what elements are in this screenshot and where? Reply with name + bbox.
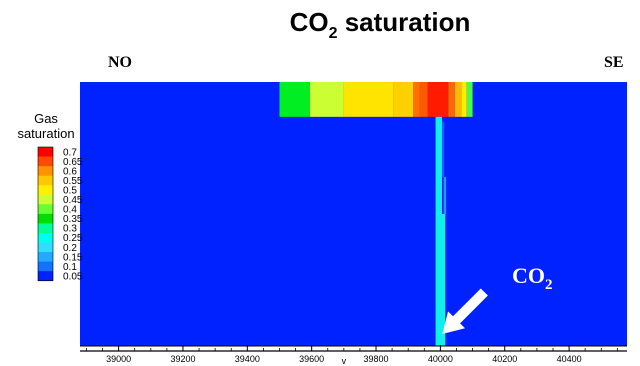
legend-swatch-0.2: [38, 242, 53, 253]
legend-label-0.1: 0.1: [63, 262, 77, 273]
co2-annotation: CO2: [442, 263, 553, 334]
x-axis-ticks: 39000 39200 39400 39600 39800 40000 40200 40400: [86, 345, 618, 364]
legend-label-0.4: 0.4: [63, 205, 77, 216]
direction-label-no: NO: [108, 54, 132, 71]
x-tick-label-39200: 39200: [170, 354, 195, 364]
legend-title-line1: Gas: [34, 111, 58, 126]
legend-label-0.7: 0.7: [63, 147, 77, 158]
x-tick-label-39400: 39400: [235, 354, 260, 364]
legend-label-0.35: 0.35: [63, 214, 83, 225]
x-tick-label-39000: 39000: [106, 354, 131, 364]
saturation-cell-13: [443, 177, 447, 214]
legend-frame: [37, 146, 54, 281]
legend-swatch-0.15: [38, 252, 53, 262]
x-tick-label-39800: 39800: [364, 354, 389, 364]
co2-annotation-label: CO2: [512, 263, 553, 293]
x-tick-label-40000: 40000: [428, 354, 453, 364]
legend-swatch-0.25: [38, 232, 53, 243]
saturation-cell-9: [461, 82, 467, 117]
x-axis: 39000 39200 39400 39600 39800 40000 40200 40400…: [80, 345, 627, 366]
legend-label-0.45: 0.45: [63, 195, 83, 206]
co2-arrow: [442, 288, 488, 334]
legend-label-0.6: 0.6: [63, 166, 77, 177]
legend-swatch-0.05: [38, 271, 53, 282]
legend-swatch-0.45: [38, 194, 53, 205]
saturation-cell-12: [441, 214, 446, 346]
saturation-cell-11: [435, 116, 442, 347]
legend-swatch-0.6: [38, 166, 53, 177]
saturation-cell-3: [393, 82, 414, 117]
saturation-cell-8: [454, 82, 462, 117]
legend-swatch-0.65: [38, 156, 53, 167]
legend-label-0.3: 0.3: [63, 224, 77, 235]
legend-swatch-0.35: [38, 213, 53, 224]
saturation-cell-4: [413, 82, 420, 117]
saturation-cells: [279, 82, 473, 347]
saturation-field: [80, 82, 627, 347]
saturation-cell-2: [343, 82, 394, 117]
legend-swatch-0.7: [38, 147, 53, 157]
saturation-cell-10: [466, 82, 473, 117]
legend-label-0.15: 0.15: [63, 252, 83, 263]
legend-swatches: 0.70.650.60.550.50.450.40.350.30.250.20.…: [37, 146, 83, 282]
legend-swatch-0.3: [38, 223, 53, 234]
legend-swatch-0.4: [38, 204, 53, 215]
legend-label-0.5: 0.5: [63, 185, 77, 196]
saturation-cell-0: [279, 82, 311, 117]
saturation-cell-5: [419, 82, 428, 117]
saturation-cell-7: [448, 82, 455, 117]
chart-title: CO2 saturation: [290, 7, 471, 42]
color-legend: Gas saturation 0.70.650.60.550.50.450.40…: [17, 111, 82, 282]
legend-label-0.65: 0.65: [63, 157, 83, 168]
legend-label-0.25: 0.25: [63, 233, 83, 244]
legend-label-0.05: 0.05: [63, 271, 83, 282]
legend-swatch-0.55: [38, 175, 53, 186]
legend-label-0.2: 0.2: [63, 243, 77, 254]
legend-title-line2: saturation: [17, 126, 74, 141]
saturation-cell-6: [427, 82, 449, 117]
x-axis-mark: v: [342, 356, 347, 366]
saturation-cell-14: [441, 121, 445, 178]
x-tick-label-40400: 40400: [557, 354, 582, 364]
direction-label-se: SE: [604, 54, 624, 71]
legend-swatch-0.5: [38, 185, 53, 196]
plot-background: [80, 82, 627, 346]
saturation-cell-1: [310, 82, 344, 117]
legend-label-0.55: 0.55: [63, 176, 83, 187]
legend-swatch-0.1: [38, 261, 53, 272]
x-tick-label-40200: 40200: [492, 354, 517, 364]
x-tick-label-39600: 39600: [299, 354, 324, 364]
